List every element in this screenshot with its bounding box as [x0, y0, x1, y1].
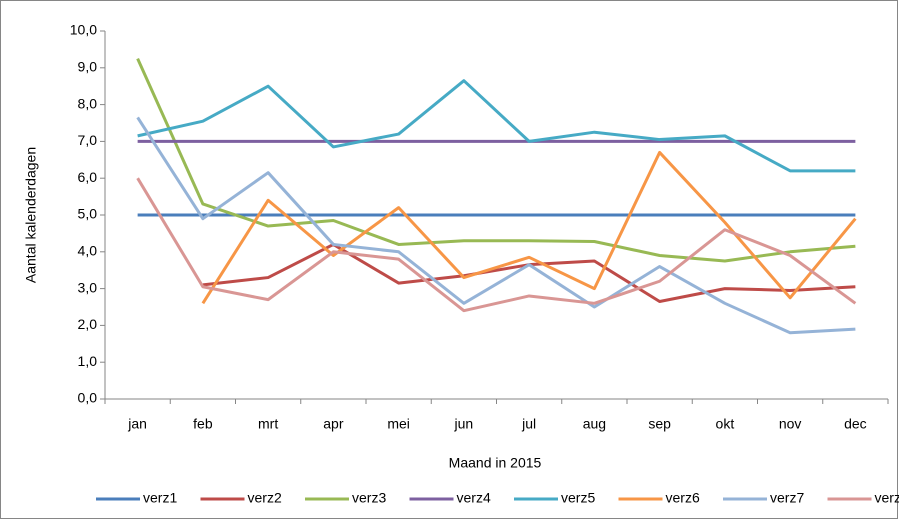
legend-label: verz5: [561, 490, 595, 506]
x-tick-label: apr: [323, 416, 344, 432]
legend-label: verz6: [666, 490, 700, 506]
y-tick-label: 9,0: [78, 59, 98, 75]
x-tick-label: sep: [648, 416, 671, 432]
legend-label: verz8: [875, 490, 899, 506]
legend-label: verz7: [770, 490, 804, 506]
x-tick-label: jul: [521, 416, 536, 432]
y-tick-label: 3,0: [78, 279, 98, 295]
x-tick-label: okt: [716, 416, 735, 432]
x-tick-label: aug: [583, 416, 606, 432]
legend-label: verz3: [352, 490, 386, 506]
legend-label: verz2: [248, 490, 282, 506]
y-axis-label: Aantal kalenderdagen: [23, 147, 39, 283]
x-tick-label: jun: [454, 416, 474, 432]
y-tick-label: 7,0: [78, 132, 98, 148]
y-tick-label: 1,0: [78, 353, 98, 369]
y-tick-label: 0,0: [78, 390, 98, 406]
x-tick-label: nov: [779, 416, 802, 432]
x-tick-label: jan: [127, 416, 147, 432]
y-tick-label: 5,0: [78, 206, 98, 222]
y-tick-label: 2,0: [78, 316, 98, 332]
x-tick-label: dec: [844, 416, 867, 432]
legend-label: verz1: [143, 490, 177, 506]
x-tick-label: feb: [193, 416, 213, 432]
y-tick-label: 4,0: [78, 243, 98, 259]
y-tick-label: 10,0: [70, 22, 97, 38]
x-tick-label: mrt: [258, 416, 278, 432]
x-axis-label: Maand in 2015: [449, 455, 542, 471]
legend-label: verz4: [457, 490, 491, 506]
y-tick-label: 6,0: [78, 169, 98, 185]
y-tick-label: 8,0: [78, 95, 98, 111]
x-tick-label: mei: [387, 416, 410, 432]
